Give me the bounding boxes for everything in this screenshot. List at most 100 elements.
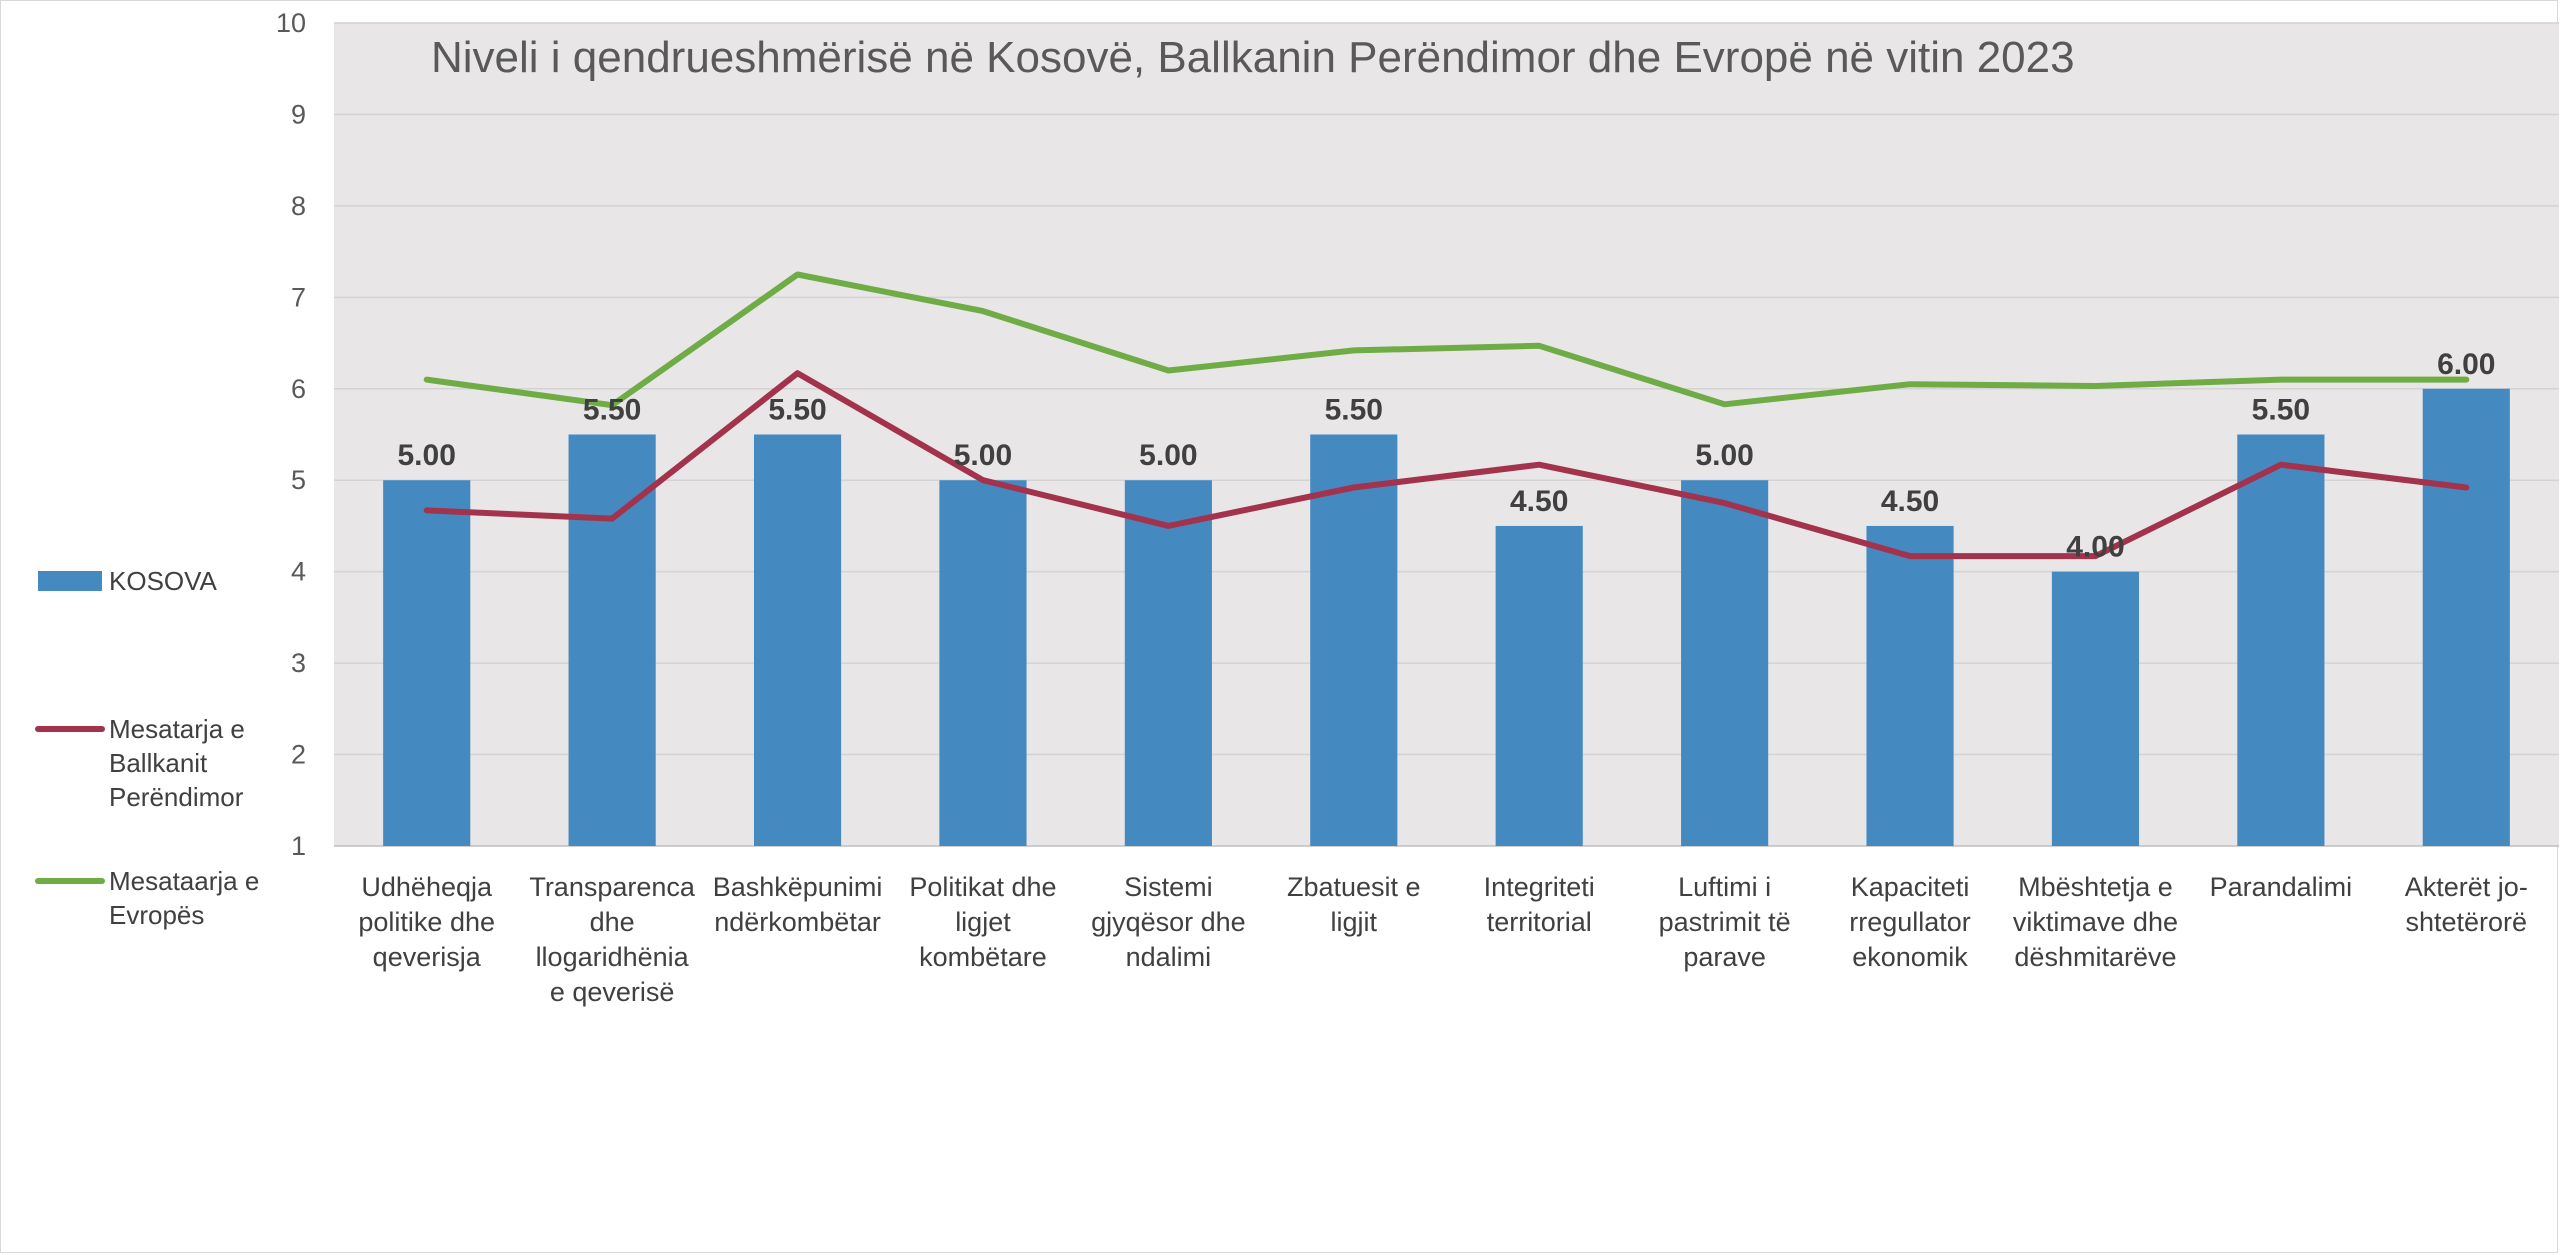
x-category-label-line: Kapaciteti [1851, 872, 1970, 902]
bar-data-label: 5.50 [768, 394, 826, 427]
x-category-label-line: ligjit [1331, 907, 1378, 937]
legend-label: KOSOVA [109, 566, 218, 596]
x-category-label-line: qeverisja [373, 942, 482, 972]
bar [939, 480, 1027, 846]
bar [2051, 571, 2140, 846]
bar-data-label: 5.00 [954, 439, 1012, 472]
y-tick-label: 4 [291, 557, 306, 587]
x-category-label-line: ndërkombëtar [714, 907, 881, 937]
legend-label-line: KOSOVA [109, 566, 218, 596]
bar-data-label: 6.00 [2437, 348, 2495, 381]
legend-label: Mesatarja e Ballkanit Perëndimor [109, 714, 245, 812]
bar-data-label: 5.50 [1325, 394, 1383, 427]
bar-data-label: 5.50 [583, 394, 641, 427]
x-category-label: Transparenca dhe llogaridhënia e qeverisë [529, 872, 696, 1007]
y-axis-ticks: 1 2 3 4 5 6 7 8 9 10 [276, 8, 306, 861]
x-category-label: Politikat dhe ligjet kombëtare [909, 872, 1056, 972]
x-category-label: Zbatuesit e ligjit [1287, 872, 1421, 937]
x-category-label: Bashkëpunimi ndërkombëtar [713, 872, 883, 937]
bar-series [383, 388, 2510, 846]
legend-label-line: Ballkanit [109, 748, 208, 778]
x-category-label: Kapaciteti rregullator ekonomik [1849, 872, 1971, 972]
x-category-label-line: viktimave dhe [2013, 907, 2178, 937]
x-category-label: Mbështetja e viktimave dhe dëshmitarëve [2013, 872, 2178, 972]
x-category-label-line: Zbatuesit e [1287, 872, 1421, 902]
y-tick-label: 6 [291, 374, 306, 404]
y-tick-label: 9 [291, 99, 306, 129]
bar [1681, 480, 1769, 846]
series-line [423, 370, 2470, 560]
bar-data-label: 5.50 [2252, 394, 2310, 427]
x-category-label-line: kombëtare [919, 942, 1047, 972]
y-tick-label: 7 [291, 282, 306, 312]
bar-data-label: 5.00 [1139, 439, 1197, 472]
x-category-label-line: shtetërorë [2406, 907, 2528, 937]
bar [1124, 480, 1212, 846]
x-category-label-line: llogaridhënia [536, 942, 690, 972]
bar-data-label: 5.00 [1695, 439, 1753, 472]
legend-label-line: Perëndimor [109, 782, 244, 812]
x-category-label-line: politike dhe [358, 907, 495, 937]
x-category-label-line: ndalimi [1126, 942, 1212, 972]
x-category-label-line: dhe [590, 907, 635, 937]
x-category-label-line: Udhëheqja [361, 872, 493, 902]
x-category-label: Akterët jo-shtetërorë [2405, 872, 2528, 937]
y-tick-label: 1 [291, 831, 306, 861]
x-category-label: Integriteti territorial [1484, 872, 1595, 937]
bar-data-label: 4.50 [1881, 485, 1939, 518]
bar [383, 480, 471, 846]
bar [1495, 525, 1583, 846]
x-category-label-line: Integriteti [1484, 872, 1595, 902]
gridlines [334, 22, 2559, 847]
x-category-label-line: parave [1683, 942, 1766, 972]
x-category-label-line: gjyqësor dhe [1091, 907, 1246, 937]
x-category-label: Parandalimi [2210, 872, 2353, 902]
plot-area [334, 23, 2559, 846]
bar-data-label: 4.00 [2066, 531, 2124, 564]
x-category-label-line: pastrimit të [1659, 907, 1791, 937]
series-line [423, 271, 2470, 409]
bar-data-label: 4.50 [1510, 485, 1568, 518]
x-category-label-line: Luftimi i [1678, 872, 1771, 902]
x-category-label-line: Akterët jo- [2405, 872, 2528, 902]
x-category-label-line: Bashkëpunimi [713, 872, 883, 902]
legend-label-line: Evropës [109, 900, 204, 930]
x-category-label-line: Politikat dhe [909, 872, 1056, 902]
x-category-label-line: dëshmitarëve [2014, 942, 2176, 972]
x-category-label-line: Sistemi [1124, 872, 1213, 902]
x-category-label-line: territorial [1487, 907, 1592, 937]
bar [568, 434, 656, 846]
bar [753, 434, 842, 846]
line-series [423, 271, 2470, 560]
x-category-label-line: rregullator [1849, 907, 1971, 937]
bar [2422, 388, 2510, 846]
legend-label-line: Mesatarja e [109, 714, 245, 744]
x-category-label: Luftimi i pastrimit të parave [1659, 872, 1791, 972]
x-category-label-line: Parandalimi [2210, 872, 2353, 902]
y-tick-label: 10 [276, 8, 306, 38]
legend-label-line: Mesataarja e [109, 866, 259, 896]
x-category-label-line: e qeverisë [550, 977, 675, 1007]
bar [1866, 525, 1954, 846]
x-category-label-line: ekonomik [1852, 942, 1968, 972]
bar-data-label: 5.00 [398, 439, 456, 472]
x-category-label-line: Transparenca [529, 872, 696, 902]
legend-label: Mesataarja e Evropës [109, 866, 259, 930]
y-tick-label: 5 [291, 465, 306, 495]
chart-title: Niveli i qendrueshmërisë në Kosovë, Ball… [431, 33, 2075, 82]
x-category-label: Sistemi gjyqësor dhe ndalimi [1091, 872, 1246, 972]
x-axis-categories: Udhëheqja politike dhe qeverisja Transparen… [358, 872, 2527, 1007]
x-category-label: Udhëheqja politike dhe qeverisja [358, 872, 495, 972]
bar [1310, 434, 1398, 846]
y-tick-label: 8 [291, 191, 306, 221]
legend-swatch-bar [38, 571, 102, 591]
x-category-label-line: Mbështetja e [2018, 872, 2173, 902]
x-category-label-line: ligjet [955, 907, 1011, 937]
bar [2237, 434, 2325, 846]
y-tick-label: 2 [291, 740, 306, 770]
y-tick-label: 3 [291, 648, 306, 678]
data-labels: 5.00 5.50 5.50 5.00 5.00 5.50 4.50 5.00 4.50 4.00… [398, 348, 2496, 564]
